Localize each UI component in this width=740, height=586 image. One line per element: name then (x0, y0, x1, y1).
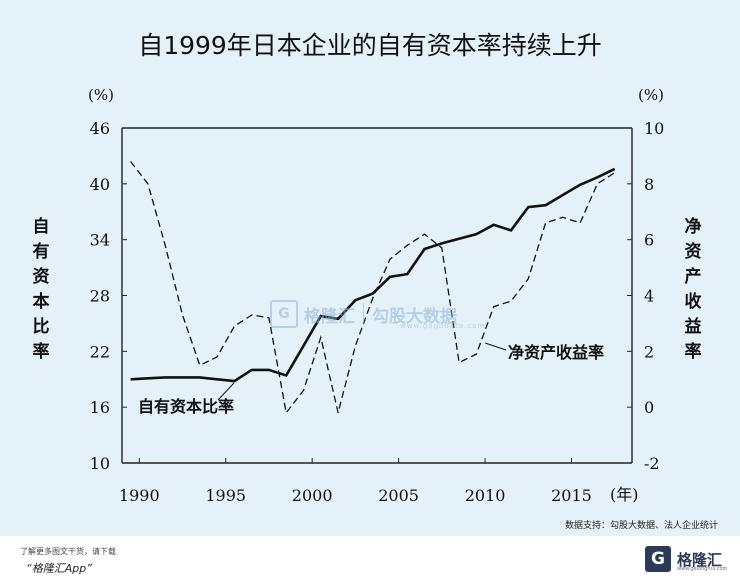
right-tick-label: -2 (644, 454, 660, 473)
right-axis-label: 净资产收益率 (684, 217, 702, 362)
right-tick-label: 10 (644, 119, 664, 138)
x-tick-label: 2015 (551, 486, 592, 505)
watermark-text-2: 勾股大数据 (372, 306, 457, 327)
footer-line-2: “格隆汇App” (26, 562, 92, 575)
left-tick-label: 10 (90, 454, 110, 473)
watermark-url: www.gogudata.com (400, 322, 486, 330)
left-tick-label: 46 (90, 119, 110, 138)
series-line-1 (130, 161, 616, 415)
series-line-0 (130, 167, 616, 383)
footer-bar: 了解更多图文干货，请下载 “格隆汇App” G 格隆汇 www.gelonghu… (0, 536, 740, 586)
annotation-leader-roe (484, 342, 507, 351)
footer-logo[interactable]: G 格隆汇 www.gelonghui.com (644, 546, 727, 572)
annotation-leader-equity (217, 382, 235, 401)
logo-text: 格隆汇 (676, 550, 722, 569)
right-tick-label: 0 (644, 398, 654, 417)
x-tick-label: 2005 (378, 486, 419, 505)
footer-line-1: 了解更多图文干货，请下载 (20, 547, 116, 556)
left-tick-label: 34 (90, 231, 110, 250)
left-axis-label: 自有资本比率 (32, 217, 50, 362)
left-tick-label: 28 (90, 287, 110, 306)
right-tick-label: 8 (644, 175, 654, 194)
logo-mark-icon: G (644, 546, 671, 572)
left-tick-label: 22 (90, 342, 110, 361)
left-tick-label: 40 (90, 175, 110, 194)
x-tick-label: 2000 (292, 486, 333, 505)
annotation-equity-ratio: 自有资本比率 (138, 397, 234, 416)
left-axis-ticks: 10 16 22 28 34 40 46 (90, 119, 127, 473)
watermark-logo-icon: G (270, 300, 298, 328)
left-axis-unit: (%) (88, 86, 114, 104)
watermark-divider (363, 303, 364, 325)
x-axis-ticks: 1990 1995 2000 2005 2010 2015 (119, 458, 592, 505)
chart-title: 自1999年日本企业的自有资本率持续上升 (138, 31, 602, 60)
right-tick-label: 6 (644, 231, 654, 250)
watermark-text-1: 格隆汇 (304, 306, 355, 327)
annotation-roe: 净资产收益率 (508, 343, 604, 362)
watermark: G 格隆汇 勾股大数据 www.gogudata.com (270, 300, 484, 330)
right-tick-label: 2 (644, 342, 654, 361)
x-axis-unit: (年) (610, 485, 639, 504)
source-note: 数据支持：勾股大数据、法人企业统计 (564, 521, 718, 531)
right-axis-ticks: -2 0 2 4 6 8 10 (627, 119, 664, 473)
right-tick-label: 4 (644, 287, 654, 306)
logo-subtext: www.gelonghui.com (676, 566, 728, 572)
right-axis-unit: (%) (638, 86, 664, 104)
left-tick-label: 16 (90, 398, 110, 417)
series-group (130, 161, 616, 415)
x-tick-label: 1995 (205, 486, 246, 505)
x-tick-label: 2010 (465, 486, 506, 505)
x-tick-label: 1990 (119, 486, 160, 505)
